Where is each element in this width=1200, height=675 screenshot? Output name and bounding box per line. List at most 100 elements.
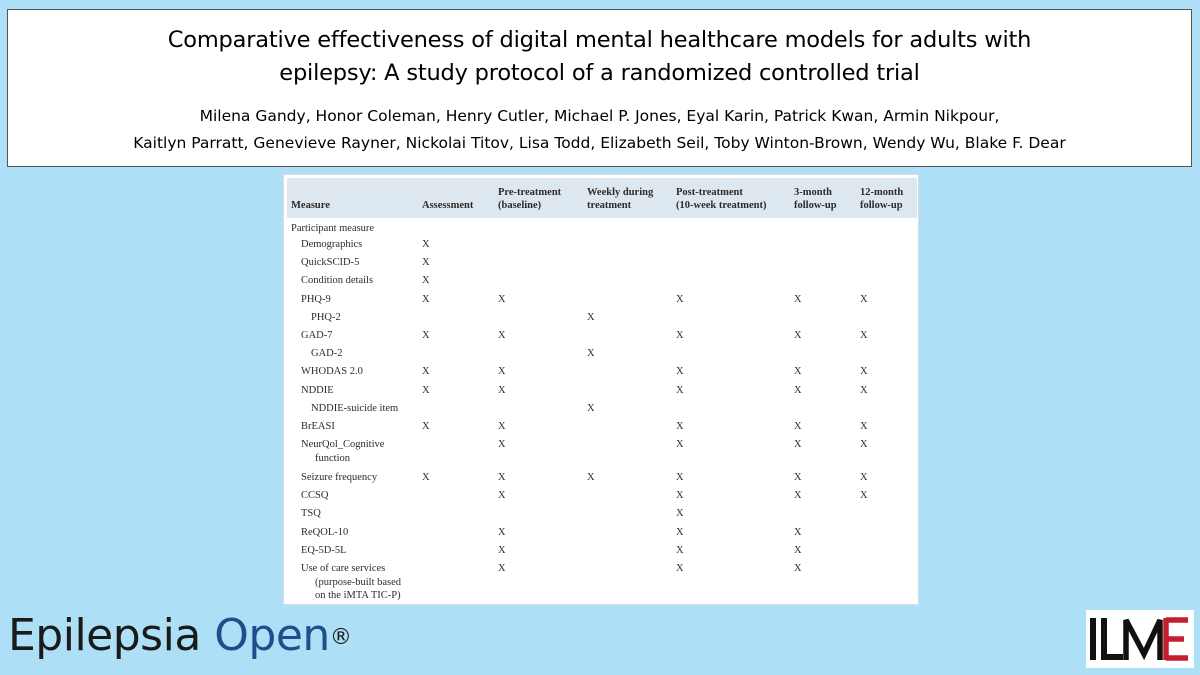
schedule-mark-cell: X	[860, 329, 868, 341]
schedule-mark-cell	[790, 402, 856, 420]
measure-cell: GAD-7	[301, 329, 333, 341]
measure-cell: BrEASI	[301, 420, 335, 432]
schedule-mark-cell	[418, 438, 494, 471]
table-row: NeurQol_Cognitive function X X X X	[287, 438, 917, 471]
table-row: BrEASI X X X X X	[287, 420, 917, 438]
schedule-mark-cell: X	[794, 490, 802, 502]
schedule-mark-cell	[672, 256, 790, 274]
measure-cell: CCSQ	[301, 490, 329, 502]
schedule-mark-cell	[672, 402, 790, 420]
measure-cell: Seizure frequency	[301, 472, 378, 484]
schedule-mark-cell	[418, 218, 494, 238]
schedule-mark-cell: X	[794, 563, 802, 574]
schedule-mark-cell: X	[422, 257, 430, 269]
registered-mark: ®	[329, 625, 352, 650]
schedule-mark-cell	[583, 293, 672, 311]
schedule-mark-cell	[583, 218, 672, 238]
schedule-mark-cell	[856, 562, 917, 606]
table-row: PHQ-2 X	[287, 311, 917, 329]
schedule-mark-cell	[790, 218, 856, 238]
schedule-mark-cell	[418, 311, 494, 329]
schedule-mark-cell: X	[676, 420, 684, 432]
measure-cell: GAD-2	[311, 348, 343, 360]
schedule-mark-cell	[418, 526, 494, 544]
table-row: ReQOL-10 X X X	[287, 526, 917, 544]
schedule-mark-cell	[856, 256, 917, 274]
schedule-mark-cell	[583, 256, 672, 274]
table-row: WHODAS 2.0 X X X X X	[287, 365, 917, 383]
schedule-mark-cell	[583, 438, 672, 471]
schedule-mark-cell	[494, 218, 583, 238]
table-row: NDDIE X X X X X	[287, 384, 917, 402]
table-row: Demographics X	[287, 238, 917, 256]
schedule-mark-cell	[418, 544, 494, 562]
schedule-mark-cell: X	[676, 544, 684, 556]
schedule-mark-cell: X	[794, 526, 802, 538]
schedule-mark-cell	[494, 311, 583, 329]
schedule-mark-cell	[418, 489, 494, 507]
schedule-mark-cell: X	[676, 472, 684, 484]
schedule-mark-cell: X	[794, 472, 802, 484]
column-header-assessment: Assessment	[418, 178, 494, 218]
schedule-mark-cell	[672, 347, 790, 365]
schedule-mark-cell: X	[676, 329, 684, 341]
schedule-mark-cell: X	[794, 384, 802, 396]
schedule-mark-cell: X	[498, 490, 506, 502]
schedule-mark-cell	[583, 329, 672, 347]
schedule-mark-cell: X	[860, 420, 868, 432]
schedule-mark-cell: X	[860, 366, 868, 378]
schedule-mark-cell	[856, 274, 917, 292]
schedule-mark-cell	[790, 311, 856, 329]
schedule-mark-cell	[494, 238, 583, 256]
schedule-mark-cell: X	[498, 329, 506, 341]
schedule-mark-cell: X	[587, 311, 595, 323]
schedule-mark-cell	[856, 507, 917, 525]
header-box: Comparative effectiveness of digital men…	[7, 9, 1192, 167]
schedule-mark-cell: X	[676, 526, 684, 538]
column-header-3-month: 3-month follow-up	[790, 178, 856, 218]
measure-cell: Demographics	[301, 239, 363, 250]
schedule-mark-cell	[672, 274, 790, 292]
schedule-mark-cell	[583, 526, 672, 544]
assessment-schedule-table: Measure Assessment Pre-treatment (baselin…	[287, 178, 917, 606]
table-row: NDDIE-suicide item X	[287, 402, 917, 420]
schedule-mark-cell	[856, 311, 917, 329]
authors-line-1: Milena Gandy, Honor Coleman, Henry Cutle…	[199, 107, 1000, 125]
table-row: Participant measure	[287, 218, 917, 238]
schedule-mark-cell: X	[860, 490, 868, 502]
schedule-mark-cell: X	[422, 275, 430, 287]
schedule-mark-cell	[790, 256, 856, 274]
measure-cell: QuickSCID-5	[301, 257, 360, 269]
measure-cell: WHODAS 2.0	[301, 366, 363, 378]
table-row: PHQ-9 X X X X X	[287, 293, 917, 311]
table-row: CCSQ X X X X	[287, 489, 917, 507]
schedule-mark-cell	[583, 544, 672, 562]
article-title: Comparative effectiveness of digital men…	[8, 24, 1191, 90]
schedule-mark-cell: X	[794, 366, 802, 378]
schedule-mark-cell	[583, 562, 672, 606]
schedule-mark-cell: X	[860, 293, 868, 305]
schedule-mark-cell	[494, 402, 583, 420]
table-row: Use of care services (purpose-built based…	[287, 562, 917, 606]
schedule-mark-cell	[790, 238, 856, 256]
schedule-mark-cell: X	[422, 420, 430, 432]
schedule-mark-cell	[583, 274, 672, 292]
schedule-mark-cell: X	[422, 472, 430, 484]
schedule-mark-cell: X	[587, 402, 595, 414]
schedule-mark-cell: X	[422, 239, 430, 250]
schedule-mark-cell	[790, 507, 856, 525]
schedule-mark-cell: X	[422, 293, 430, 305]
schedule-mark-cell: X	[794, 293, 802, 305]
schedule-mark-cell	[856, 238, 917, 256]
schedule-mark-cell: X	[498, 384, 506, 396]
schedule-mark-cell: X	[794, 544, 802, 556]
author-list: Milena Gandy, Honor Coleman, Henry Cutle…	[8, 103, 1191, 157]
schedule-mark-cell	[790, 274, 856, 292]
schedule-mark-cell	[418, 507, 494, 525]
measure-cell: ReQOL-10	[301, 526, 349, 538]
ilae-logo	[1086, 610, 1194, 668]
schedule-mark-cell: X	[422, 384, 430, 396]
schedule-mark-cell: X	[422, 366, 430, 378]
schedule-mark-cell: X	[676, 384, 684, 396]
schedule-mark-cell: X	[676, 490, 684, 502]
